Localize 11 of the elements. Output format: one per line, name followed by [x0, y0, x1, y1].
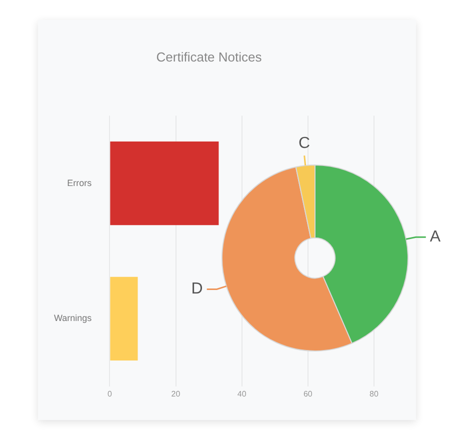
- chart-title: Certificate Notices: [156, 49, 262, 64]
- x-tick-label: 60: [303, 389, 313, 398]
- x-tick-label: 40: [237, 389, 247, 398]
- x-tick-label: 0: [107, 389, 112, 398]
- slice-label: D: [191, 280, 203, 298]
- y-tick-label: Warnings: [54, 313, 92, 324]
- x-tick-label: 20: [171, 389, 181, 398]
- slice-label: C: [298, 134, 310, 152]
- x-tick-label: 80: [370, 389, 379, 398]
- y-tick-label: Errors: [67, 178, 92, 188]
- slice-label: A: [430, 228, 441, 246]
